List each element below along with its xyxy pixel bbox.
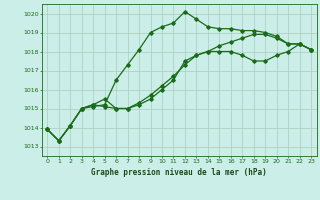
- X-axis label: Graphe pression niveau de la mer (hPa): Graphe pression niveau de la mer (hPa): [91, 168, 267, 177]
